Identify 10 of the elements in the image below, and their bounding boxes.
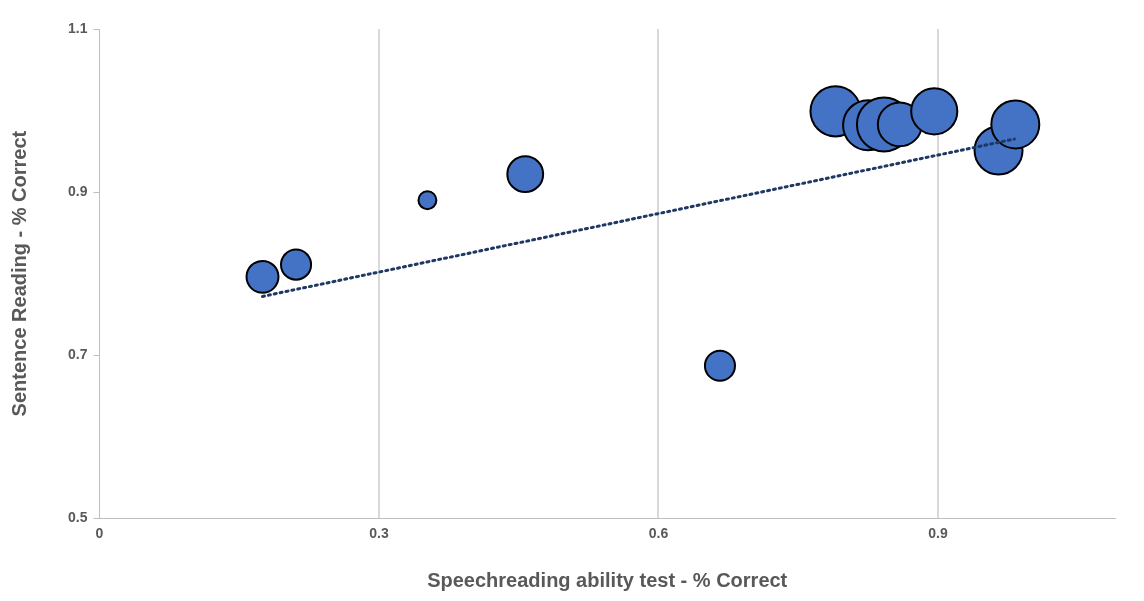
y-axis-title: Sentence Reading - % Correct bbox=[7, 130, 30, 417]
x-axis-title: Speechreading ability test - % Correct bbox=[427, 568, 788, 591]
x-tick-label: 0.9 bbox=[928, 525, 948, 542]
x-tick-label: 0 bbox=[95, 525, 104, 542]
y-tick-label: 0.7 bbox=[67, 345, 88, 362]
y-tick-label: 1.1 bbox=[67, 19, 88, 36]
x-tick-label: 0.3 bbox=[369, 525, 389, 542]
y-tick-label: 0.5 bbox=[67, 509, 88, 526]
x-tick-label: 0.6 bbox=[648, 525, 669, 542]
y-tick-label: 0.9 bbox=[67, 182, 88, 199]
